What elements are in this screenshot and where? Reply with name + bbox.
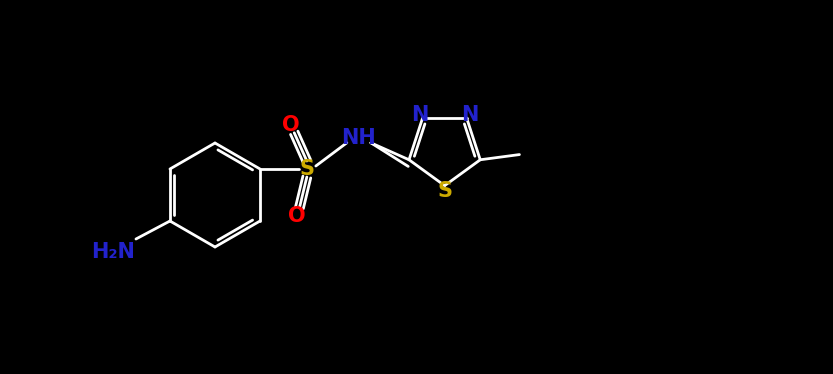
Text: S: S	[437, 181, 452, 200]
Text: O: O	[287, 206, 305, 226]
Text: S: S	[299, 159, 314, 179]
Text: O: O	[282, 115, 300, 135]
Text: N: N	[411, 105, 428, 125]
Text: N: N	[461, 105, 478, 125]
Text: H₂N: H₂N	[91, 242, 135, 262]
Text: NH: NH	[342, 128, 377, 148]
